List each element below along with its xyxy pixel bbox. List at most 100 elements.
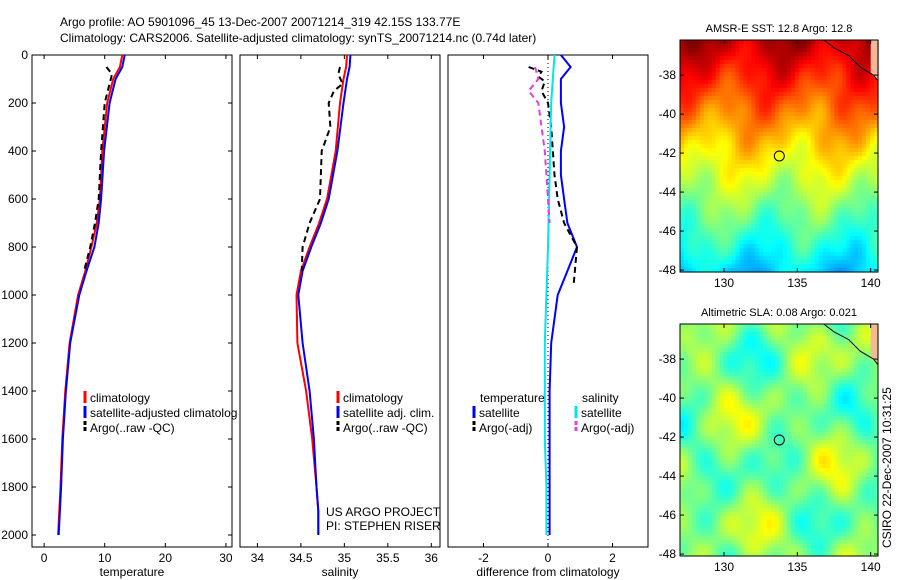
- heatmap-cell: [790, 68, 796, 73]
- heatmap-cell: [858, 380, 863, 385]
- heatmap-cell: [842, 240, 847, 245]
- heatmap-cell: [786, 192, 792, 197]
- heatmap-cell: [683, 240, 689, 245]
- heatmap-cell: [719, 428, 725, 433]
- heatmap-cell: [830, 68, 836, 73]
- heatmap-cell: [854, 188, 859, 193]
- heatmap-cell: [747, 204, 752, 209]
- heatmap-cell: [854, 92, 859, 97]
- heatmap-cell: [743, 208, 748, 213]
- heatmap-cell: [771, 448, 776, 453]
- heatmap-cell: [790, 352, 796, 357]
- heatmap-cell: [759, 264, 764, 269]
- heatmap-cell: [771, 160, 776, 165]
- heatmap-cell: [874, 236, 879, 241]
- heatmap-cell: [743, 364, 748, 369]
- heatmap-cell: [850, 140, 855, 145]
- heatmap-cell: [802, 444, 808, 449]
- heatmap-cell: [854, 356, 859, 361]
- heatmap-cell: [731, 152, 737, 157]
- heatmap-cell: [866, 152, 871, 157]
- heatmap-cell: [814, 148, 820, 153]
- heatmap-cell: [826, 360, 832, 365]
- heatmap-cell: [858, 132, 863, 137]
- heatmap-cell: [842, 148, 847, 153]
- heatmap-cell: [862, 124, 867, 129]
- heatmap-cell: [695, 176, 701, 181]
- heatmap-cell: [826, 336, 832, 341]
- heatmap-cell: [775, 396, 780, 401]
- heatmap-cell: [743, 56, 748, 61]
- heatmap-cell: [794, 44, 800, 49]
- heatmap-cell: [755, 216, 760, 221]
- heatmap-cell: [790, 448, 796, 453]
- heatmap-cell: [822, 180, 828, 185]
- heatmap-cell: [763, 396, 768, 401]
- heatmap-cell: [771, 120, 776, 125]
- heatmap-cell: [846, 64, 851, 69]
- heatmap-cell: [822, 60, 828, 65]
- heatmap-cell: [814, 428, 820, 433]
- heatmap-cell: [866, 340, 871, 345]
- heatmap-cell: [775, 372, 780, 377]
- heatmap-cell: [802, 452, 808, 457]
- heatmap-cell: [719, 92, 725, 97]
- heatmap-cell: [866, 400, 871, 405]
- heatmap-cell: [834, 464, 839, 469]
- heatmap-cell: [751, 224, 756, 229]
- heatmap-cell: [862, 64, 867, 69]
- heatmap-cell: [870, 224, 875, 229]
- heatmap-cell: [707, 196, 713, 201]
- heatmap-cell: [866, 156, 871, 161]
- heatmap-cell: [775, 388, 780, 393]
- heatmap-cell: [723, 244, 729, 249]
- heatmap-cell: [854, 200, 859, 205]
- heatmap-cell: [802, 180, 808, 185]
- heatmap-cell: [862, 156, 867, 161]
- heatmap-cell: [870, 172, 875, 177]
- heatmap-cell: [723, 380, 729, 385]
- heatmap-cell: [739, 72, 744, 77]
- heatmap-cell: [680, 240, 685, 245]
- heatmap-cell: [695, 192, 701, 197]
- heatmap-cell: [743, 464, 748, 469]
- heatmap-cell: [759, 144, 764, 149]
- heatmap-cell: [854, 248, 859, 253]
- heatmap-cell: [771, 172, 776, 177]
- heatmap-cell: [739, 256, 744, 261]
- heatmap-cell: [818, 440, 824, 445]
- heatmap-cell: [866, 332, 871, 337]
- heatmap-cell: [687, 156, 693, 161]
- heatmap-cell: [775, 124, 780, 129]
- heatmap-cell: [790, 196, 796, 201]
- heatmap-cell: [782, 324, 788, 329]
- heatmap-cell: [711, 240, 717, 245]
- heatmap-cell: [751, 228, 756, 233]
- heatmap-cell: [707, 172, 713, 177]
- heatmap-cell: [822, 88, 828, 93]
- heatmap-cell: [767, 200, 772, 205]
- heatmap-cell: [691, 204, 697, 209]
- heatmap-cell: [743, 380, 748, 385]
- heatmap-cell: [846, 432, 851, 437]
- heatmap-cell: [695, 160, 701, 165]
- heatmap-cell: [818, 472, 824, 477]
- heatmap-cell: [830, 164, 836, 169]
- heatmap-cell: [715, 152, 721, 157]
- heatmap-cell: [838, 344, 843, 349]
- heatmap-cell: [680, 444, 685, 449]
- heatmap-cell: [806, 92, 812, 97]
- heatmap-cell: [874, 424, 879, 429]
- heatmap-cell: [727, 40, 733, 45]
- heatmap-cell: [687, 148, 693, 153]
- heatmap-cell: [814, 192, 820, 197]
- heatmap-cell: [842, 340, 847, 345]
- heatmap-cell: [703, 396, 709, 401]
- heatmap-cell: [794, 72, 800, 77]
- heatmap-cell: [723, 124, 729, 129]
- heatmap-cell: [842, 84, 847, 89]
- heatmap-cell: [790, 116, 796, 121]
- heatmap-cell: [822, 112, 828, 117]
- heatmap-cell: [699, 332, 705, 337]
- heatmap-cell: [782, 172, 788, 177]
